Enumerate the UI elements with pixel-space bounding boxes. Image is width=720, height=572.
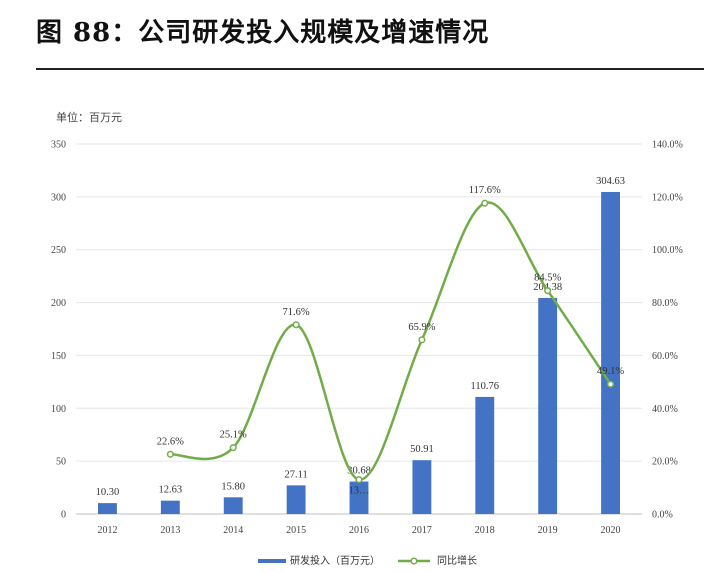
bar-data-label: 10.30 <box>96 487 120 498</box>
bar <box>538 297 558 514</box>
y-left-tick-label: 250 <box>51 245 66 256</box>
line-data-label: 13… <box>349 486 370 497</box>
x-tick-label: 2016 <box>349 525 369 536</box>
bar-data-label: 12.63 <box>159 485 183 496</box>
y-left-tick-label: 0 <box>61 510 66 521</box>
growth-point <box>607 380 615 388</box>
y-left-tick-label: 100 <box>51 404 66 415</box>
y-right-tick-label: 80.0% <box>652 298 678 309</box>
unit-label: 单位：百万元 <box>56 111 122 124</box>
bar-data-label: 50.91 <box>410 444 434 455</box>
growth-point <box>292 321 300 329</box>
x-tick-label: 2017 <box>412 525 432 536</box>
x-tick-label: 2012 <box>97 525 117 536</box>
growth-point <box>166 450 174 458</box>
legend-line-label: 同比增长 <box>437 554 477 567</box>
x-tick-label: 2014 <box>223 525 243 536</box>
x-tick-label: 2013 <box>160 525 180 536</box>
line-series: 22.6% 25.1% 71.6% 13… 65.9% 117.6% 84.5% 49.1% <box>157 185 625 496</box>
title-divider <box>36 68 704 70</box>
y-right-tick-label: 60.0% <box>652 351 678 362</box>
legend: 研发投入（百万元） 同比增长 <box>258 554 477 567</box>
bar <box>475 396 495 514</box>
bar <box>601 191 620 514</box>
bar-series: 10.3012.6315.8027.1130.6850.91110.76204.… <box>96 176 625 514</box>
line-data-label: 84.5% <box>534 273 561 284</box>
x-tick-label: 2015 <box>286 525 306 536</box>
right-axis-ticks: 0.0% 20.0% 40.0% 60.0% 80.0% 100.0% 120.0% 140.… <box>652 140 683 521</box>
growth-point <box>229 444 237 452</box>
line-data-label: 117.6% <box>469 185 501 196</box>
bar-data-label: 30.68 <box>347 466 371 477</box>
y-right-tick-label: 0.0% <box>652 510 673 521</box>
y-left-tick-label: 50 <box>56 457 66 468</box>
line-data-label: 71.6% <box>283 307 310 318</box>
y-left-tick-label: 300 <box>51 192 66 203</box>
line-data-label: 49.1% <box>597 366 624 377</box>
bar <box>349 481 369 514</box>
line-data-label: 65.9% <box>408 322 435 333</box>
growth-point <box>481 199 489 207</box>
bar-data-label: 110.76 <box>471 381 500 392</box>
legend-bar-label: 研发投入（百万元） <box>290 554 380 567</box>
x-tick-label: 2020 <box>601 525 621 536</box>
y-left-tick-label: 150 <box>51 351 66 362</box>
figure-title: 图 88：公司研发投入规模及增速情况 <box>36 18 490 48</box>
bar <box>412 460 432 514</box>
bar <box>286 485 306 514</box>
line-data-label: 25.1% <box>220 430 247 441</box>
bar <box>98 503 117 514</box>
left-axis-ticks: 0 50 100 150 200 250 300 350 <box>51 140 66 521</box>
bar-data-label: 304.63 <box>596 176 625 187</box>
y-right-tick-label: 120.0% <box>652 192 683 203</box>
y-right-tick-label: 140.0% <box>652 140 683 151</box>
bar <box>160 500 180 514</box>
growth-point <box>544 287 552 295</box>
legend-bar-swatch <box>258 559 286 563</box>
legend-line-marker <box>410 557 418 565</box>
growth-point <box>418 336 426 344</box>
bar-data-label: 15.80 <box>221 481 245 492</box>
y-right-tick-label: 20.0% <box>652 457 678 468</box>
y-right-tick-label: 40.0% <box>652 404 678 415</box>
growth-point <box>355 476 363 484</box>
y-left-tick-label: 200 <box>51 298 66 309</box>
y-right-tick-label: 100.0% <box>652 245 683 256</box>
line-data-label: 22.6% <box>157 436 184 447</box>
x-tick-label: 2019 <box>538 525 558 536</box>
x-axis-ticks: 2012 2013 2014 2015 2016 2017 2018 2019 2020 <box>97 525 620 536</box>
y-left-tick-label: 350 <box>51 140 66 151</box>
x-tick-label: 2018 <box>475 525 495 536</box>
growth-line <box>170 201 612 481</box>
bar <box>223 497 243 514</box>
bar-data-label: 27.11 <box>284 469 307 480</box>
